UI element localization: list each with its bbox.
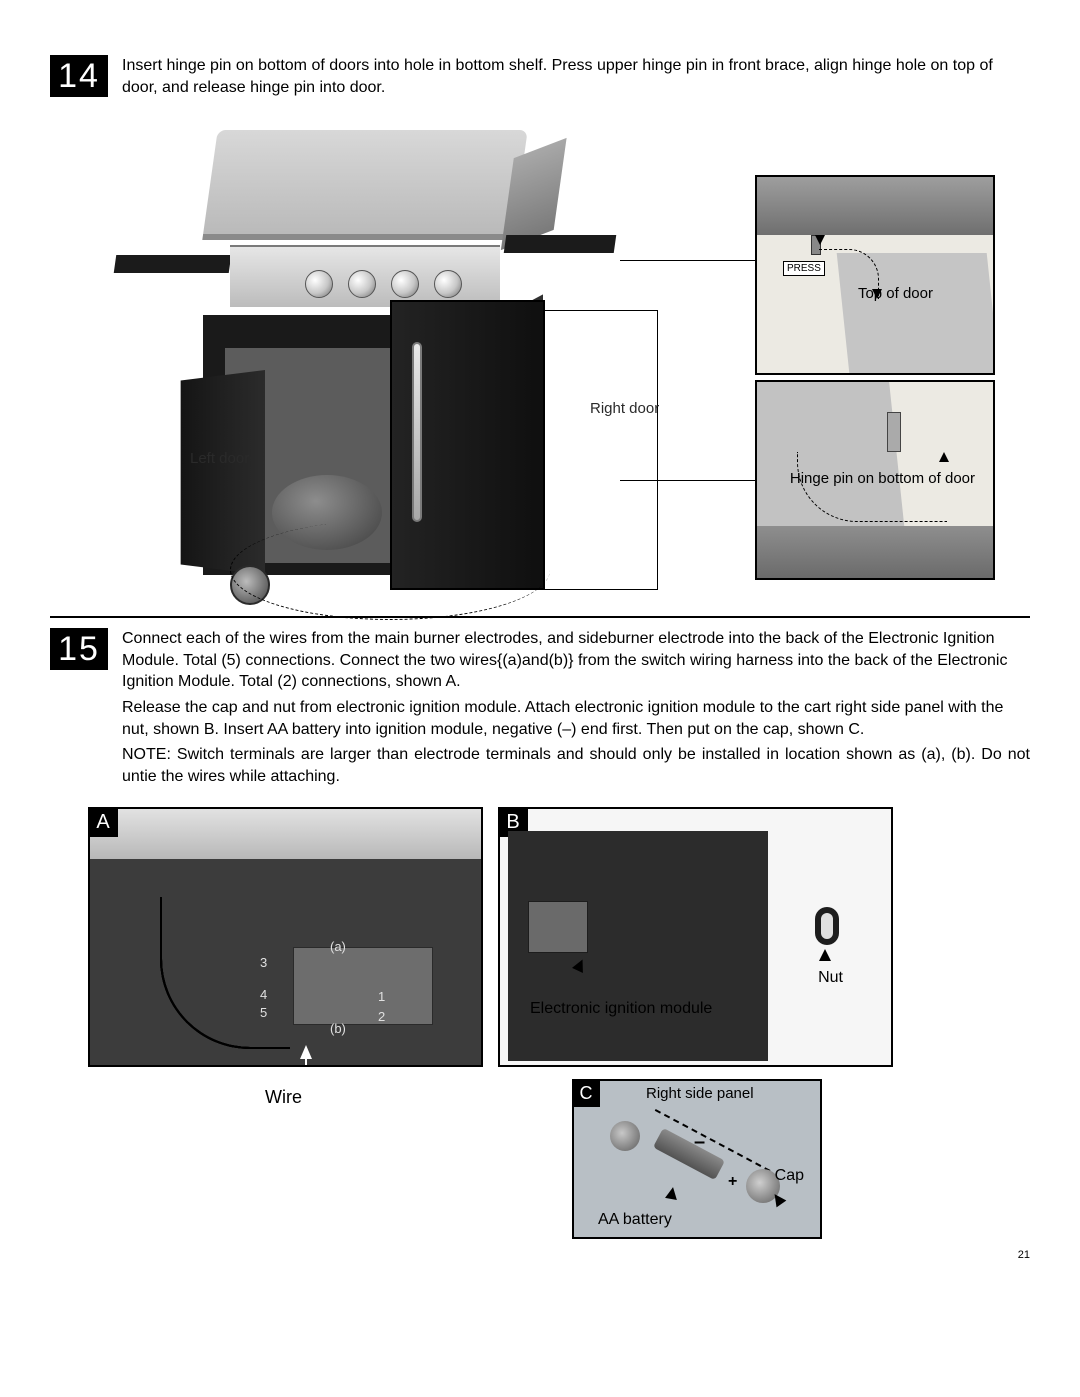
ignition-module-icon [528, 901, 588, 953]
panel-a: A (a) (b) 3 4 5 1 2 [88, 807, 483, 1067]
detail-bottom-hinge: Hinge pin on bottom of door [755, 380, 995, 580]
top-of-door-label: Top of door [858, 285, 933, 302]
grill-illustration: Left door Right door [90, 120, 680, 590]
wire-label: Wire [265, 1087, 302, 1108]
step-15-badge: 15 [50, 628, 108, 670]
arrow-up-icon [300, 1045, 312, 1059]
step-14: 14 Insert hinge pin on bottom of doors i… [50, 55, 1030, 102]
grill-shelf-right [504, 235, 617, 253]
module-label: Electronic ignition module [530, 999, 712, 1018]
right-side-panel-label: Right side panel [646, 1085, 754, 1102]
plus-label: + [728, 1173, 737, 1191]
terminal-3-label: 3 [260, 955, 267, 970]
arrow-up-icon [665, 1186, 679, 1200]
knob-icon [391, 270, 419, 298]
knob-icon [305, 270, 333, 298]
grill-lid [202, 130, 527, 240]
panel-a-upper [90, 809, 481, 859]
terminal-2-label: 2 [378, 1009, 385, 1024]
cap-label: Cap [775, 1167, 804, 1185]
door-handle-icon [412, 342, 422, 522]
bottom-shelf [757, 526, 993, 578]
nut-label: Nut [818, 969, 843, 987]
panel-c: C Right side panel + – Cap AA battery [572, 1079, 822, 1239]
terminal-4-label: 4 [260, 987, 267, 1002]
aa-battery-label: AA battery [598, 1211, 672, 1229]
arrow-down-icon [815, 235, 825, 245]
knob-icon [348, 270, 376, 298]
panel-a-tag: A [88, 807, 118, 837]
arrow-up-icon [819, 949, 831, 961]
step-14-badge: 14 [50, 55, 108, 97]
knob-icon [434, 270, 462, 298]
step-15-text: Connect each of the wires from the main … [122, 628, 1030, 791]
grill-shelf-left [114, 255, 232, 273]
step-15-figure: A (a) (b) 3 4 5 1 2 Wire B Nut Electroni… [50, 801, 1030, 1241]
step-14-paragraph: Insert hinge pin on bottom of doors into… [122, 55, 1030, 98]
step-14-text: Insert hinge pin on bottom of doors into… [122, 55, 1030, 102]
terminal-5-label: 5 [260, 1005, 267, 1020]
terminal-a-label: (a) [330, 939, 346, 954]
step-15-p1: Connect each of the wires from the main … [122, 628, 1030, 693]
ignition-module-icon [293, 947, 433, 1025]
left-door-label: Left door [190, 450, 249, 467]
step-15-note: NOTE: Switch terminals are larger than e… [122, 744, 1030, 787]
step-14-figure: Left door Right door PRESS Top of door H… [50, 120, 1030, 600]
detail-top-hinge: PRESS Top of door [755, 175, 995, 375]
nut-icon [815, 907, 839, 945]
panel-b: B Nut Electronic ignition module [498, 807, 893, 1067]
terminal-b-label: (b) [330, 1021, 346, 1036]
arrow-up-icon [939, 452, 949, 462]
page-number: 21 [50, 1249, 1030, 1261]
minus-label: – [694, 1131, 705, 1154]
hinge-pin-label: Hinge pin on bottom of door [790, 470, 975, 489]
right-door-label: Right door [590, 400, 659, 417]
terminal-1-label: 1 [378, 989, 385, 1004]
motion-path-icon [230, 520, 550, 620]
section-divider [50, 616, 1030, 618]
callout-line [620, 480, 760, 481]
step-15-p2: Release the cap and nut from electronic … [122, 697, 1030, 740]
panel-c-tag: C [572, 1079, 600, 1107]
callout-line [620, 260, 760, 261]
step-15: 15 Connect each of the wires from the ma… [50, 628, 1030, 791]
front-brace [757, 177, 993, 235]
hinge-pin-icon [887, 412, 901, 452]
